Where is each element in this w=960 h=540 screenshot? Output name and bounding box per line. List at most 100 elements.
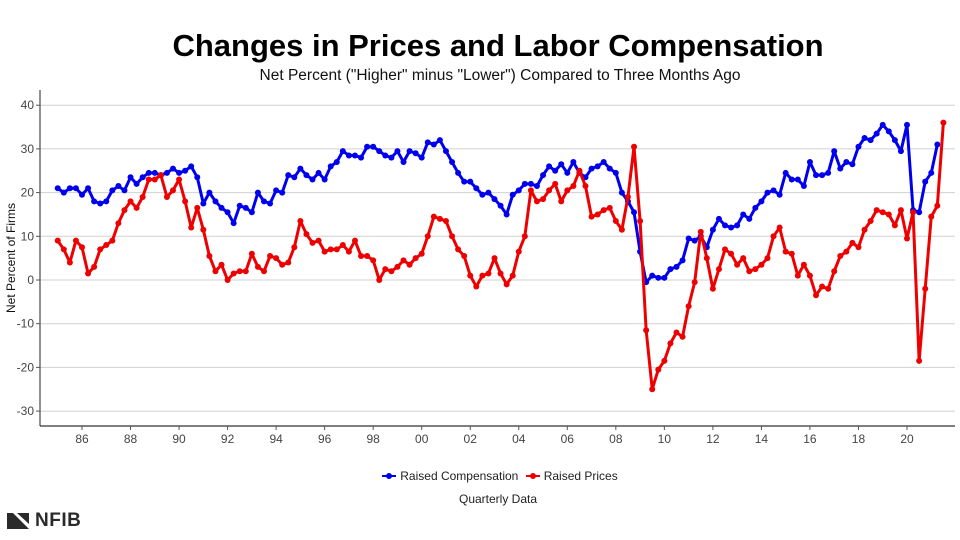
data-point [715, 215, 722, 222]
data-point [934, 141, 941, 148]
data-point [928, 169, 935, 176]
data-point [552, 167, 559, 174]
data-point [916, 357, 923, 364]
x-tick-label: 86 [75, 432, 89, 446]
series-group [54, 119, 947, 393]
data-point [685, 235, 692, 242]
x-tick-label: 92 [221, 432, 235, 446]
data-point [728, 224, 735, 231]
data-point [345, 152, 352, 159]
data-point [254, 263, 261, 270]
data-point [770, 187, 777, 194]
data-point [873, 130, 880, 137]
chart-subtitle: Net Percent ("Higher" minus "Lower") Com… [259, 67, 741, 84]
data-point [103, 198, 110, 205]
data-point [752, 204, 759, 211]
data-point [521, 233, 528, 240]
data-point [600, 159, 607, 166]
data-point [327, 246, 334, 253]
data-point [813, 172, 820, 179]
data-point [734, 261, 741, 268]
data-point [267, 252, 274, 259]
data-point [709, 285, 716, 292]
data-point [673, 329, 680, 336]
data-point [145, 169, 152, 176]
y-axis-label: Net Percent of Firms [4, 203, 18, 313]
gridlines [40, 104, 955, 412]
legend-label-compensation: Raised Compensation [400, 469, 519, 483]
data-point [376, 277, 383, 283]
data-point [169, 187, 176, 194]
data-point [533, 198, 540, 205]
data-point [582, 183, 589, 190]
x-tick-label: 14 [755, 432, 769, 446]
data-point [151, 169, 158, 176]
data-point [467, 178, 474, 185]
data-point [794, 176, 801, 183]
data-point [139, 174, 146, 181]
data-point [606, 165, 613, 172]
data-point [382, 152, 389, 159]
data-point [72, 185, 79, 192]
data-point [442, 218, 449, 225]
data-point [776, 191, 783, 198]
data-point [285, 259, 292, 266]
data-point [691, 279, 698, 286]
data-point [455, 246, 462, 253]
data-point [509, 191, 516, 198]
data-point [285, 172, 292, 179]
data-point [121, 187, 128, 194]
x-tick-label: 16 [803, 432, 817, 446]
data-point [145, 176, 152, 183]
x-axis-ticks: 86 88 90 92 94 96 98 00 02 04 06 08 10 12 14 16 18 20 [75, 426, 914, 446]
data-point [873, 207, 880, 214]
data-point [673, 263, 680, 270]
data-point [479, 272, 486, 279]
data-point [236, 268, 243, 275]
data-point [218, 261, 225, 268]
data-point [79, 244, 85, 251]
x-tick-label: 90 [172, 432, 186, 446]
data-point [722, 246, 729, 253]
data-point [764, 189, 771, 196]
data-point [351, 237, 358, 244]
data-point [722, 222, 729, 229]
data-point [679, 333, 686, 340]
data-point [515, 248, 522, 255]
data-point [97, 200, 104, 207]
data-point [103, 242, 110, 249]
data-point [212, 268, 219, 275]
data-point [831, 148, 838, 155]
data-point [85, 185, 92, 192]
data-point [297, 165, 304, 172]
data-point [461, 252, 468, 259]
data-point [570, 159, 577, 166]
data-point [303, 231, 310, 238]
data-point [697, 228, 704, 235]
data-point [169, 165, 176, 172]
data-point [133, 204, 140, 211]
data-point [182, 167, 189, 174]
data-point [60, 189, 67, 196]
data-point [345, 248, 352, 255]
data-point [200, 200, 207, 207]
data-point [364, 143, 371, 150]
data-point [339, 148, 346, 155]
data-point [788, 250, 795, 257]
data-point [436, 215, 443, 222]
data-point [897, 207, 904, 214]
logo-text: NFIB [35, 510, 82, 531]
data-point [813, 292, 820, 299]
data-point [430, 141, 437, 148]
data-point [436, 137, 443, 144]
data-point [922, 285, 929, 292]
data-point [885, 211, 892, 218]
data-point [649, 386, 656, 393]
data-point [188, 163, 195, 170]
data-point [351, 152, 358, 159]
data-point [236, 202, 243, 209]
legend-item-compensation: Raised Compensation [382, 469, 518, 483]
data-point [527, 180, 534, 187]
data-point [376, 148, 383, 155]
